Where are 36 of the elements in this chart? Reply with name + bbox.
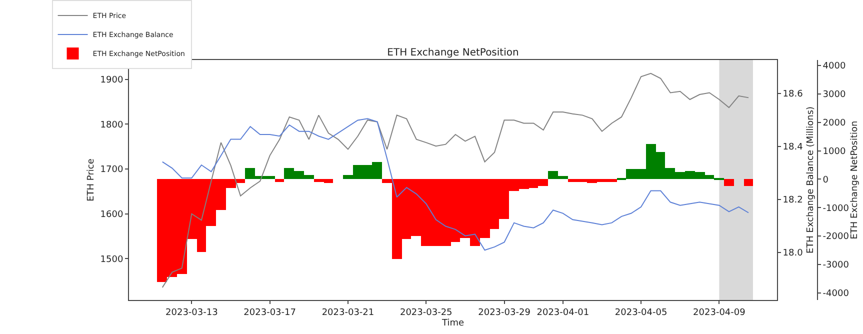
y3-tick-label: 4000 (822, 62, 846, 72)
x-tick-label: 2023-04-01 (536, 308, 590, 318)
bar (724, 179, 734, 186)
line-series (162, 118, 750, 251)
y3-tick-label: 3000 (822, 90, 846, 100)
x-axis-title: Time (440, 318, 464, 329)
y2-tick-label: 18.2 (782, 196, 803, 206)
y3-tick-label: 1000 (822, 146, 846, 157)
y2-axis-title: ETH Exchange Balance (Millions) (806, 106, 816, 254)
y2-tick-label: 18.0 (782, 248, 804, 259)
x-tick-label: 2023-04-05 (614, 308, 668, 318)
x-tick-label: 2023-04-09 (693, 308, 746, 318)
y-tick-label: 1900 (100, 75, 124, 86)
y-tick-label: 1700 (100, 165, 124, 176)
y3-tick-label: 2000 (822, 118, 846, 128)
x-tick-label: 2023-03-25 (400, 308, 452, 318)
x-tick-label: 2023-03-29 (478, 308, 531, 318)
y-tick-label: 1600 (100, 210, 124, 220)
x-tick-label: 2023-03-17 (244, 308, 296, 318)
x-tick-label: 2023-03-21 (322, 308, 374, 318)
chart-title: ETH Exchange NetPosition (387, 48, 519, 58)
y3-tick-label: -3000 (822, 260, 850, 271)
y2-tick-label: 18.6 (782, 90, 804, 100)
y3-axis-title: ETH Exchange NetPosition (850, 120, 860, 240)
bar (275, 179, 284, 182)
y-tick-label: 1800 (100, 120, 124, 130)
y3-tick-label: -2000 (822, 232, 850, 242)
y3-tick-label: 0 (822, 175, 829, 186)
bar (744, 179, 753, 186)
x-tick-label: 2023-03-13 (166, 308, 218, 318)
y2-tick-label: 18.4 (782, 142, 804, 153)
y-tick-label: 1500 (100, 254, 124, 265)
y3-tick-label: -4000 (822, 289, 850, 300)
y3-tick-label: -1000 (822, 204, 850, 214)
y-axis-title: ETH Price (86, 158, 97, 202)
line-series (162, 72, 750, 288)
